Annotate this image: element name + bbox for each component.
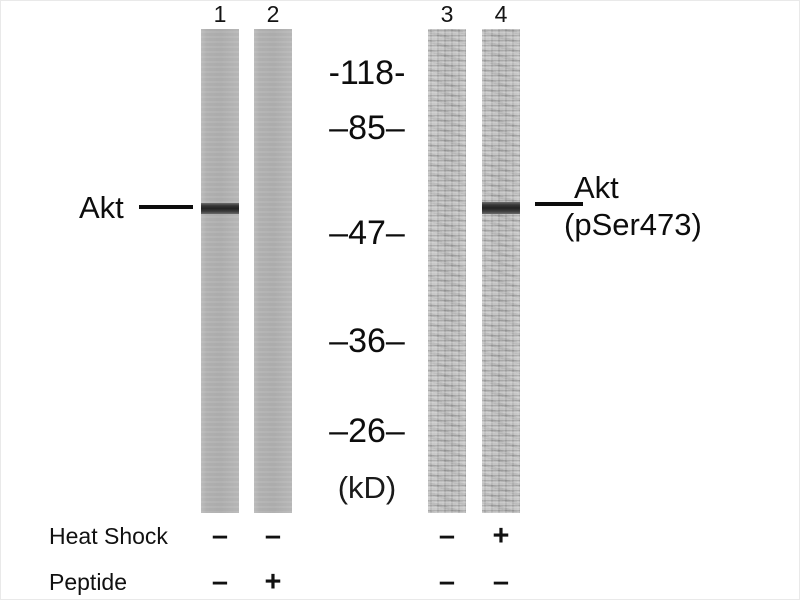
lane-1-membrane xyxy=(201,29,239,513)
mw-marker-26: –26– xyxy=(329,412,405,450)
lane-number-3: 3 xyxy=(440,1,454,27)
blot-lane-2 xyxy=(254,29,292,513)
leader-line-right xyxy=(535,202,583,206)
lane-number-2: 2 xyxy=(266,1,280,27)
blot-lane-4 xyxy=(482,29,520,513)
peptide-lane-4: – xyxy=(492,566,510,598)
heat-shock-lane-3: – xyxy=(438,520,456,552)
heat-shock-lane-4: + xyxy=(492,520,510,552)
mw-units-label: (kD) xyxy=(337,470,397,505)
peptide-lane-3: – xyxy=(438,566,456,598)
heat-shock-lane-1: – xyxy=(211,520,229,552)
lane-1-band-akt xyxy=(201,203,239,214)
lane-number-1: 1 xyxy=(213,1,227,27)
lane-4-membrane xyxy=(482,29,520,513)
annotation-right-akt-pser473: Akt (pSer473) xyxy=(564,170,702,243)
treatment-row-label-heat-shock: Heat Shock xyxy=(49,523,168,549)
leader-line-left xyxy=(139,205,193,209)
lane-4-band-akt-pser473 xyxy=(482,202,520,214)
annotation-right-line2: (pSer473) xyxy=(564,206,702,242)
treatment-row-label-peptide: Peptide xyxy=(49,569,128,595)
mw-marker-47: –47– xyxy=(329,214,405,252)
annotation-right-line1: Akt xyxy=(574,170,619,205)
mw-marker-85: –85– xyxy=(329,109,405,147)
lane-3-membrane xyxy=(428,29,466,513)
mw-marker-36: –36– xyxy=(329,322,405,360)
mw-marker-118: -118- xyxy=(328,54,406,92)
peptide-lane-1: – xyxy=(211,566,229,598)
blot-lane-3 xyxy=(428,29,466,513)
peptide-lane-2: + xyxy=(264,566,282,598)
lane-number-4: 4 xyxy=(494,1,508,27)
heat-shock-lane-2: – xyxy=(264,520,282,552)
blot-lane-1 xyxy=(201,29,239,513)
annotation-left-akt: Akt xyxy=(79,190,124,225)
lane-2-membrane xyxy=(254,29,292,513)
